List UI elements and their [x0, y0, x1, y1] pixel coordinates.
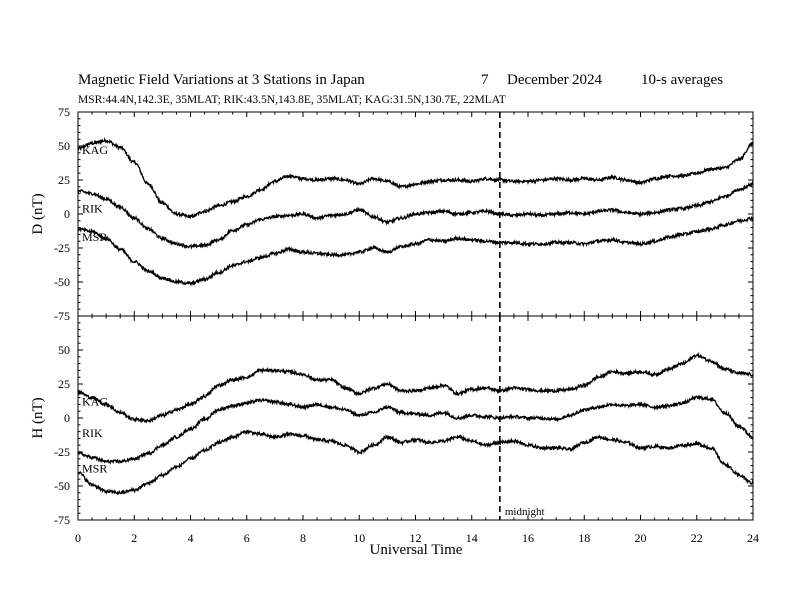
title-averaging: 10-s averages — [641, 72, 724, 88]
y-axis-label: H (nT) — [30, 397, 46, 438]
y-axis-label: D (nT) — [30, 193, 46, 234]
y-tick-label: -50 — [54, 479, 70, 493]
y-tick-label: 0 — [64, 207, 70, 221]
x-tick-label: 22 — [691, 531, 703, 545]
title-month: December — [507, 72, 569, 88]
y-tick-label: 0 — [64, 411, 70, 425]
x-tick-label: 16 — [522, 531, 534, 545]
series-line-msr-top — [77, 216, 754, 287]
station-list: MSR:44.4N,142.3E, 35MLAT; RIK:43.5N,143.… — [78, 94, 506, 106]
y-tick-label: -50 — [54, 275, 70, 289]
x-tick-label: 18 — [578, 531, 590, 545]
series-label-rik: RIK — [82, 202, 103, 216]
x-tick-label: 6 — [244, 531, 250, 545]
midnight-label: midnight — [505, 506, 545, 518]
series-label-msr: MSR — [82, 461, 107, 475]
series-label-kag: KAG — [82, 395, 108, 409]
series-line-rik-bottom — [77, 394, 754, 465]
y-tick-label: 50 — [58, 343, 70, 357]
title-text: Magnetic Field Variations at 3 Stations … — [78, 72, 365, 88]
y-tick-label: 25 — [58, 173, 70, 187]
x-tick-label: 2 — [131, 531, 137, 545]
panel-frame-bottom — [77, 315, 754, 521]
y-tick-label: -25 — [54, 445, 70, 459]
x-tick-label: 10 — [353, 531, 365, 545]
x-tick-label: 24 — [747, 531, 759, 545]
x-axis-label: Universal Time — [369, 542, 463, 558]
x-tick-label: 20 — [635, 531, 647, 545]
series-label-msr: MSR — [82, 230, 107, 244]
y-tick-label: 50 — [58, 139, 70, 153]
y-tick-label: -75 — [54, 513, 70, 527]
y-tick-label: -25 — [54, 241, 70, 255]
series-line-kag-top — [77, 136, 754, 220]
title-day: 7 — [481, 72, 489, 88]
y-tick-label: 25 — [58, 377, 70, 391]
y-tick-label: -75 — [54, 309, 70, 323]
x-tick-label: 4 — [188, 531, 194, 545]
title-year: 2024 — [572, 72, 602, 88]
series-label-kag: KAG — [82, 143, 108, 157]
x-tick-label: 0 — [75, 531, 81, 545]
x-tick-label: 14 — [466, 531, 478, 545]
series-line-rik-top — [77, 180, 754, 251]
x-tick-label: 12 — [410, 531, 422, 545]
y-tick-label: 75 — [58, 105, 70, 119]
x-tick-label: 8 — [300, 531, 306, 545]
series-label-rik: RIK — [82, 426, 103, 440]
series-line-msr-bottom — [77, 429, 754, 496]
series-line-kag-bottom — [77, 351, 754, 424]
